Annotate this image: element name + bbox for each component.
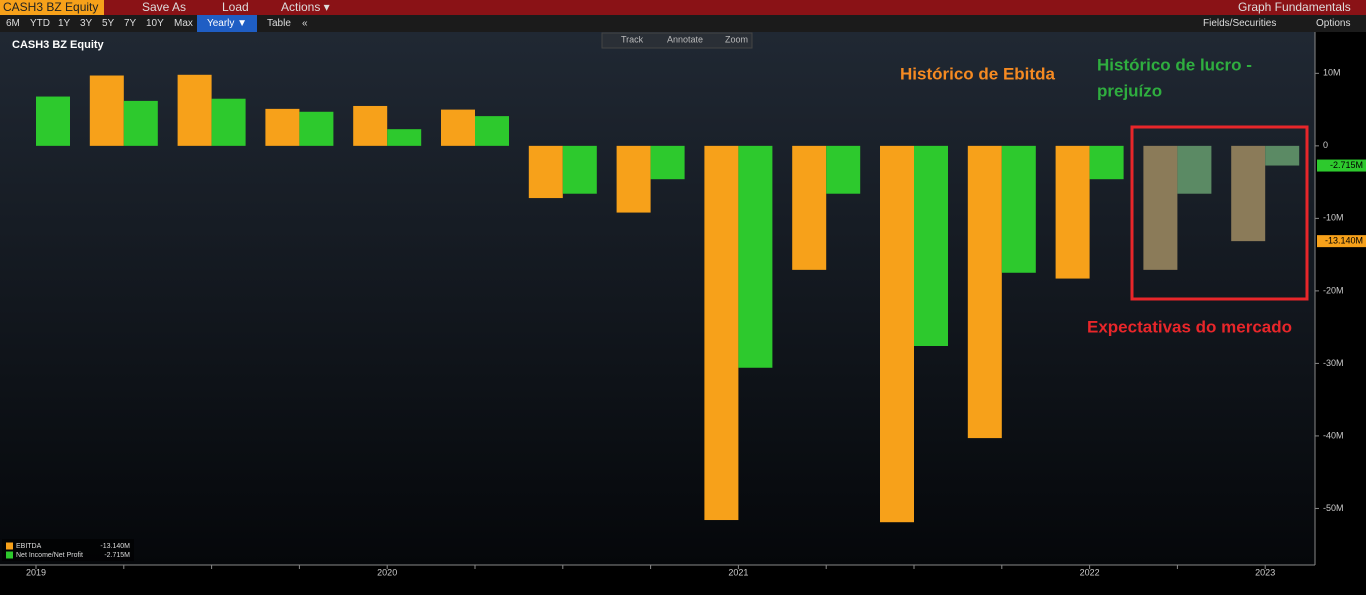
bar [36, 96, 70, 146]
legend-box [2, 539, 134, 561]
bar [1231, 145, 1266, 242]
legend-swatch [6, 542, 13, 550]
legend-swatch [6, 551, 13, 559]
y-tick-label: -40M [1323, 430, 1344, 440]
bar [1265, 145, 1300, 166]
bar [880, 145, 914, 523]
menu-item[interactable]: Load [222, 0, 249, 14]
y-tick-label: 0 [1323, 140, 1328, 150]
bar [1089, 145, 1124, 180]
annotation: prejuízo [1097, 81, 1162, 100]
menu-item[interactable]: Actions ▾ [281, 0, 330, 14]
tool[interactable]: Track [621, 34, 644, 44]
app-name[interactable]: Graph Fundamentals [1238, 0, 1351, 14]
bar [1055, 145, 1090, 279]
last-value-label: -2.715M [1330, 160, 1363, 170]
bar [616, 145, 651, 213]
x-tick-label: 2021 [728, 567, 748, 577]
bar [738, 145, 773, 368]
bar [441, 109, 475, 146]
last-value-label: -13.140M [1325, 236, 1363, 246]
bar [650, 145, 685, 180]
tool[interactable]: Zoom [725, 34, 748, 44]
toolbar: 6M YTD 1Y 3Y 5Y 7Y 10Y Max Yearly ▼ Tabl… [0, 15, 1366, 32]
range[interactable]: YTD [30, 18, 50, 29]
bar [387, 129, 422, 146]
chart-title: CASH3 BZ Equity [12, 39, 105, 51]
legend-value: -2.715M [104, 552, 130, 559]
table-button[interactable]: Table [267, 18, 291, 29]
bar [528, 145, 563, 199]
bar [123, 100, 158, 146]
bar [1177, 145, 1212, 194]
bar [299, 111, 334, 146]
range[interactable]: 10Y [146, 18, 164, 29]
bar [826, 145, 861, 194]
range[interactable]: 7Y [124, 18, 137, 29]
bar [914, 145, 948, 346]
tool-strip [601, 32, 753, 49]
bar [265, 108, 300, 146]
x-tick-label: 2022 [1080, 567, 1100, 577]
legend-label: EBITDA [16, 543, 42, 550]
bar [89, 75, 124, 146]
collapse[interactable]: « [302, 18, 308, 29]
y-tick-label: 10M [1323, 68, 1341, 78]
bar [1001, 145, 1036, 273]
bar [1143, 145, 1178, 270]
fields[interactable]: Fields/Securities [1203, 18, 1277, 29]
chart: CASH3 BZ Equity Track Annotate Zoom 10M 0… [0, 32, 1366, 577]
bar [562, 145, 597, 194]
highlight-box [1130, 125, 1309, 301]
annotation: Histórico de lucro - [1097, 55, 1252, 74]
range[interactable]: 1Y [58, 18, 71, 29]
x-tick-label: 2019 [26, 567, 46, 577]
tool[interactable]: Annotate [667, 34, 703, 44]
title-bar: CASH3 BZ Equity Save As Load Actions ▾ G… [0, 0, 1366, 15]
security[interactable]: CASH3 BZ Equity [0, 0, 105, 15]
legend-value: -13.140M [100, 543, 130, 550]
y-tick-label: -10M [1323, 213, 1344, 223]
axis-background [1315, 32, 1366, 565]
bar [967, 145, 1002, 439]
range[interactable]: 5Y [102, 18, 115, 29]
annotation: Histórico de Ebitda [900, 64, 1055, 83]
bar [475, 116, 509, 146]
legend-label: Net Income/Net Profit [16, 552, 83, 559]
menu-item[interactable]: Save As [142, 0, 187, 14]
bar [792, 145, 827, 270]
x-tick-label: 2020 [377, 567, 397, 577]
range[interactable]: 3Y [80, 18, 93, 29]
range[interactable]: Max [174, 18, 193, 29]
annotation: Expectativas do mercado [1087, 317, 1292, 336]
bar [211, 98, 246, 146]
y-tick-label: -20M [1323, 285, 1344, 295]
y-tick-label: -30M [1323, 358, 1344, 368]
bar [177, 74, 212, 146]
x-tick-label: 2023 [1255, 567, 1275, 577]
last-value-box [1317, 159, 1366, 172]
bar [704, 145, 739, 521]
period[interactable]: Yearly ▼ [197, 15, 257, 32]
options[interactable]: Options [1316, 18, 1351, 29]
last-value-box [1317, 235, 1366, 248]
bar [353, 105, 388, 146]
y-tick-label: -50M [1323, 503, 1344, 513]
range[interactable]: 6M [6, 18, 20, 29]
